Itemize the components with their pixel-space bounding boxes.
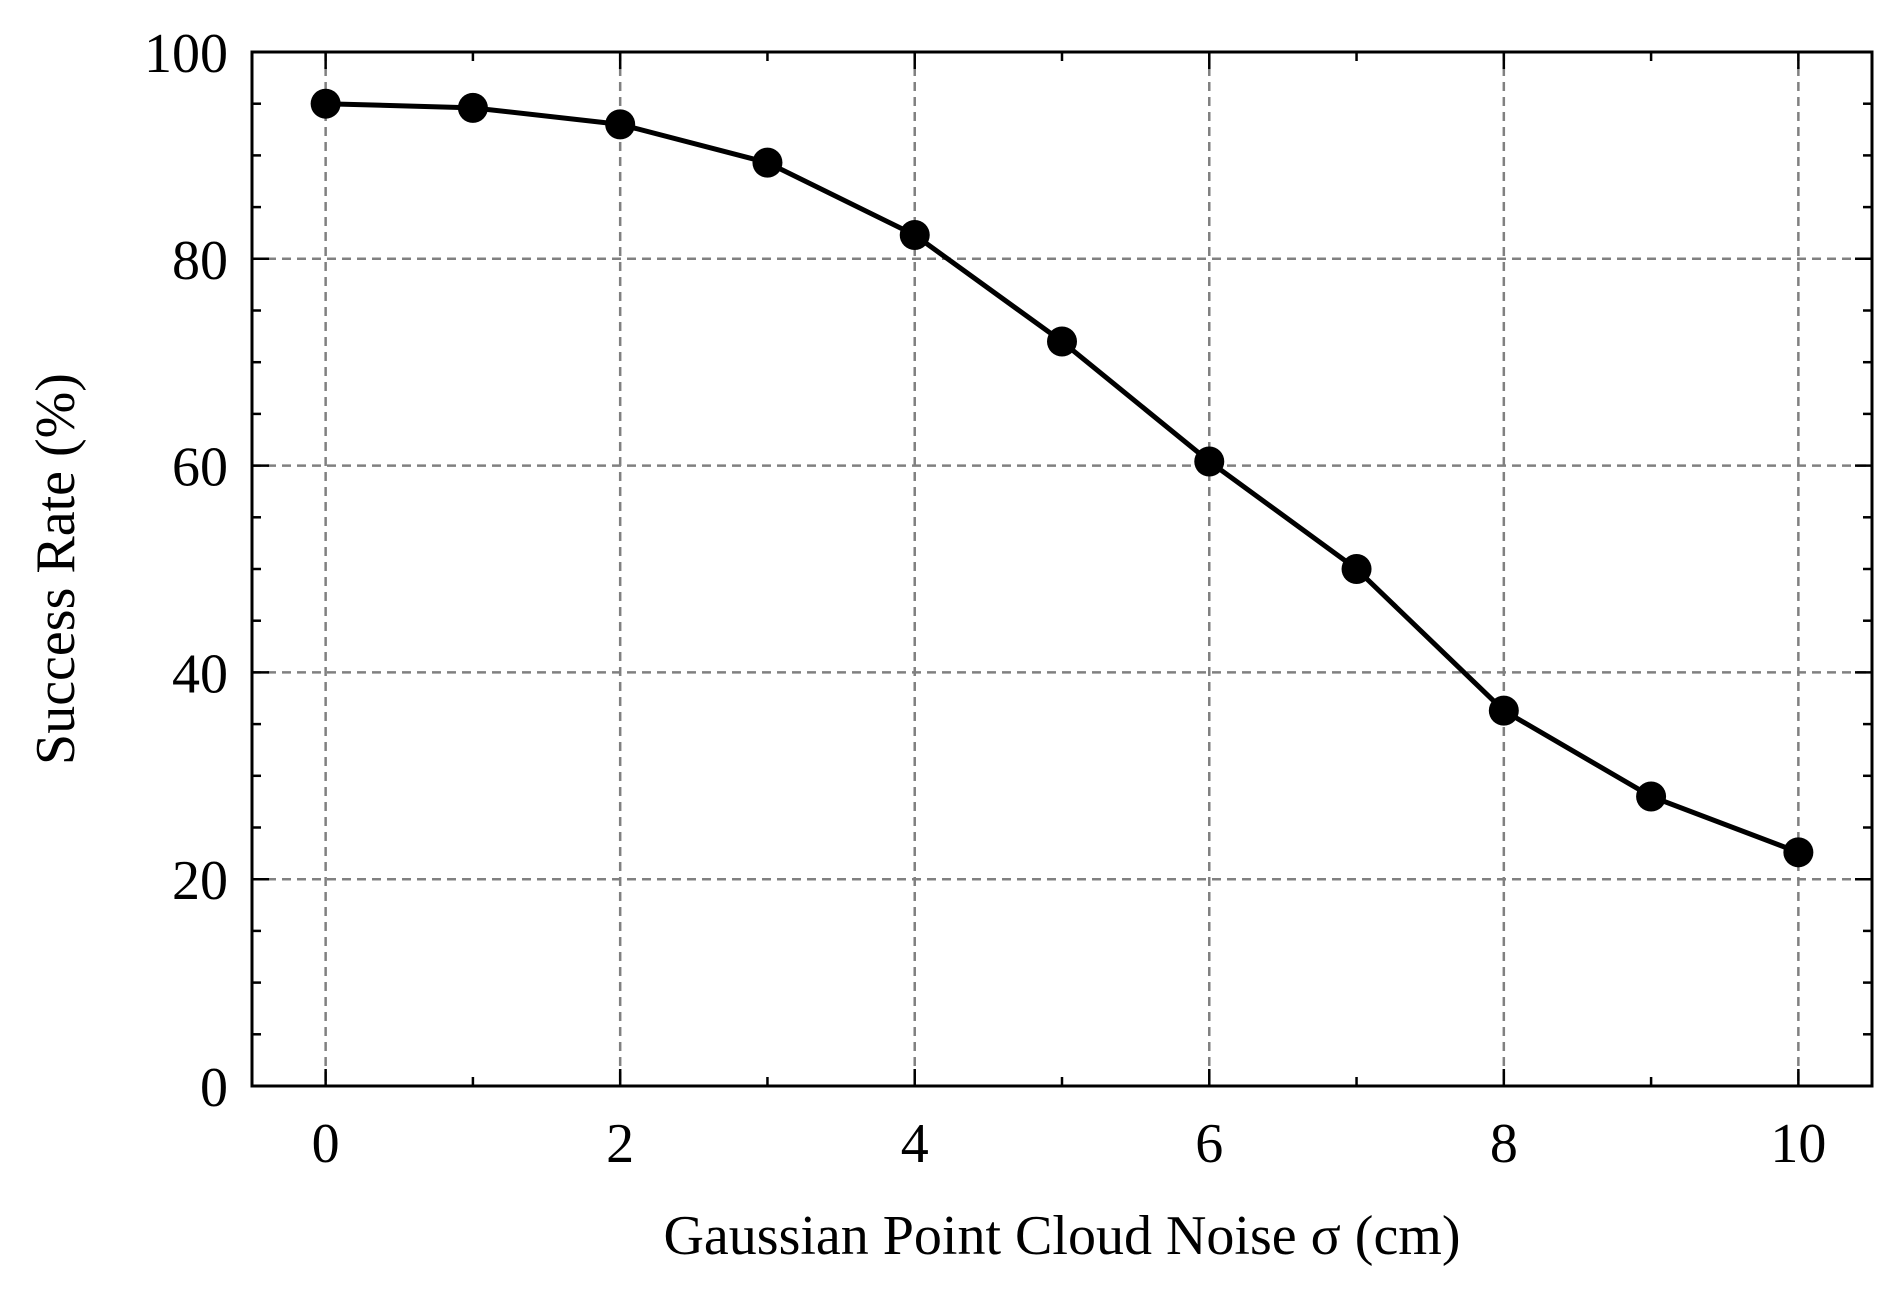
y-tick-label: 40 (172, 643, 228, 705)
grid-lines (252, 52, 1872, 1086)
y-tick-label: 0 (200, 1057, 228, 1119)
data-point (457, 92, 488, 123)
plot-frame (250, 50, 1874, 1088)
data-point (1783, 837, 1814, 868)
data-point (310, 88, 341, 119)
data-point (605, 109, 636, 140)
data-series (310, 88, 1814, 868)
x-tick-label: 4 (901, 1113, 929, 1175)
axis-ticks (252, 50, 1872, 1088)
y-tick-label: 60 (172, 437, 228, 499)
data-point (1341, 554, 1372, 584)
data-point (1047, 326, 1077, 357)
x-tick-label: 8 (1490, 1113, 1518, 1175)
x-tick-label: 6 (1195, 1113, 1223, 1175)
y-tick-label: 80 (172, 230, 228, 292)
y-axis-label: Success Rate (%) (25, 373, 87, 765)
series-line (325, 101, 1800, 855)
data-point (899, 220, 930, 251)
data-point (1488, 695, 1519, 726)
x-tick-label: 0 (312, 1113, 340, 1175)
data-point (1194, 446, 1225, 477)
y-tick-label: 100 (144, 23, 228, 85)
x-axis-label: Gaussian Point Cloud Noise σ (cm) (663, 1205, 1460, 1267)
x-tick-label: 2 (606, 1113, 634, 1175)
y-tick-label: 20 (172, 850, 228, 912)
x-tick-label: 10 (1770, 1113, 1826, 1175)
data-point (752, 147, 783, 178)
data-point (1636, 781, 1667, 812)
